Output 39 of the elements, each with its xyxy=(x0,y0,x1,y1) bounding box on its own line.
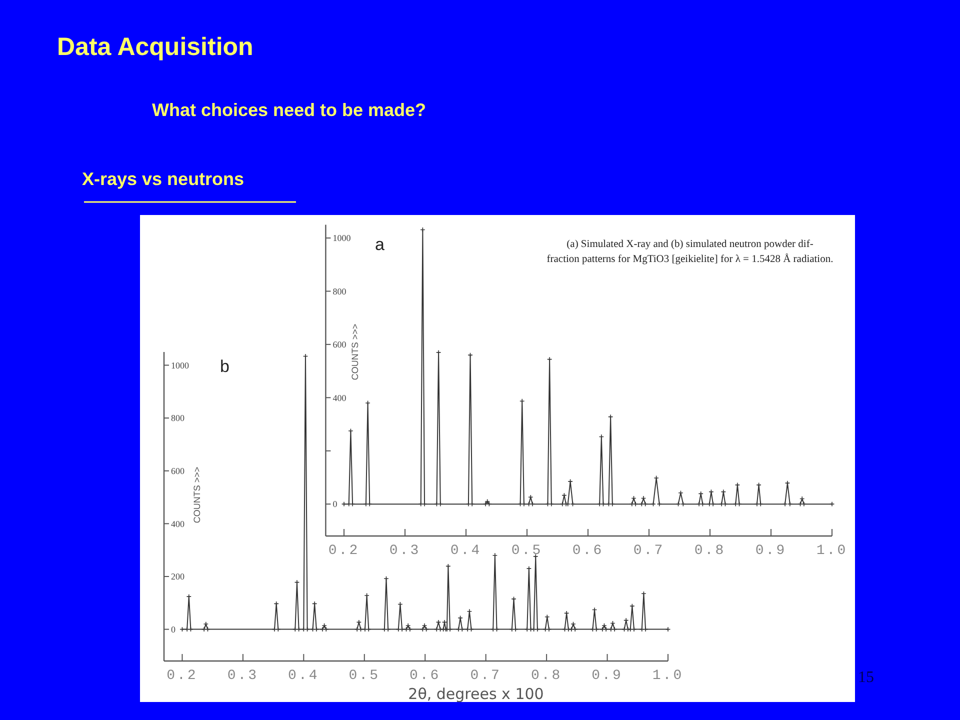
y-tick-label: 800 xyxy=(332,286,347,296)
x-tick-label: 0.4 xyxy=(450,543,482,559)
y-tick-label: 400 xyxy=(171,518,185,529)
y-axis-title: COUNTS >>> xyxy=(192,466,202,524)
y-tick-label: 1000 xyxy=(332,233,352,244)
x-tick-label: 0.6 xyxy=(572,543,604,559)
y-tick-label: 600 xyxy=(171,466,185,476)
y-tick-label: 0 xyxy=(332,499,338,510)
y-tick-label: 400 xyxy=(332,392,347,403)
x-tick-label: 0.2 xyxy=(328,543,360,559)
text: What choices need to be made? xyxy=(152,100,426,120)
x-tick-label: 0.9 xyxy=(755,543,787,559)
annotation: b xyxy=(220,357,230,376)
text: X-rays vs neutrons xyxy=(82,169,244,189)
x-tick-label: 0.7 xyxy=(633,543,665,559)
x-tick-label: 0.5 xyxy=(348,668,380,684)
x-tick-label: 0.3 xyxy=(389,543,421,559)
x-tick-label: 0.4 xyxy=(288,668,320,684)
text: 15 xyxy=(858,669,874,686)
text: Data Acquisition xyxy=(57,33,254,61)
x-tick-label: 1.0 xyxy=(652,668,684,684)
y-tick-label: 0 xyxy=(171,624,176,634)
x-tick-label: 0.9 xyxy=(592,668,623,684)
y-tick-label: 600 xyxy=(332,340,347,350)
x-tick-label: 0.5 xyxy=(511,543,543,559)
y-tick-label: 200 xyxy=(171,572,185,582)
y-axis-title: COUNTS >>> xyxy=(350,324,360,380)
annotation: a xyxy=(375,235,385,254)
x-tick-label: 0.3 xyxy=(227,668,259,684)
x-tick-label: 0.7 xyxy=(470,668,502,684)
x-tick-label: 0.2 xyxy=(166,668,198,684)
x-axis-title: 2θ, degrees x 100 xyxy=(408,685,544,703)
annotation: (a) Simulated X-ray and (b) simulated neutron powder dif- fraction patterns for MgTiO3 [geikielite] for λ = 1.5428 Å radiation. xyxy=(546,239,834,265)
y-tick-label: 1000 xyxy=(171,360,190,370)
x-tick-label: 0.8 xyxy=(694,543,726,559)
x-tick-label: 0.6 xyxy=(410,668,441,684)
x-tick-label: 0.8 xyxy=(530,668,562,684)
y-tick-label: 800 xyxy=(171,413,185,424)
x-tick-label: 1.0 xyxy=(816,543,848,559)
